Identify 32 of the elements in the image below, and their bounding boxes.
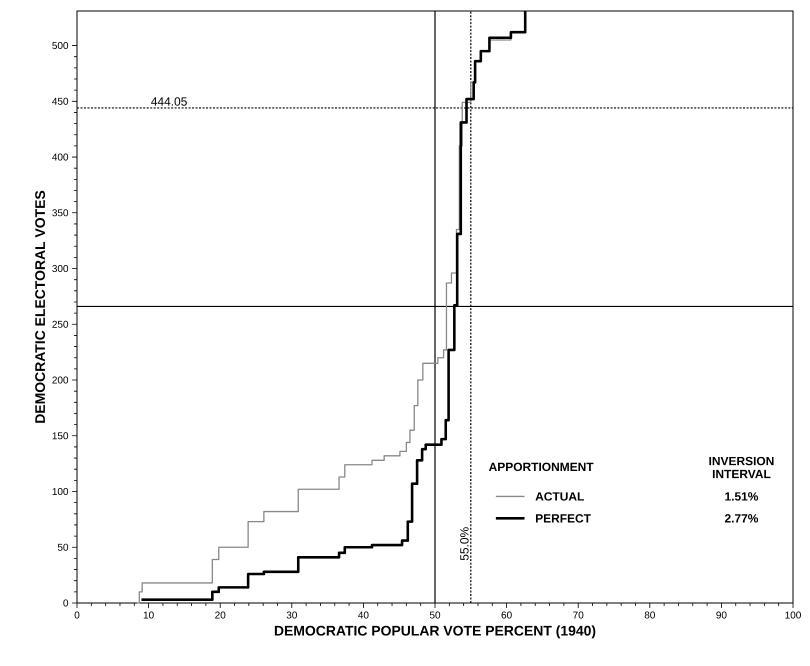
- y-tick-label: 200: [52, 376, 68, 384]
- y-tick-label: 100: [52, 488, 68, 496]
- y-tick-label: 350: [52, 209, 68, 216]
- x-tick-label: 70: [573, 612, 584, 619]
- y-axis-title: DEMOCRATIC ELECTORAL VOTES: [35, 190, 46, 423]
- y-tick-label: 0: [63, 599, 68, 607]
- legend-title: APPORTIONMENT: [488, 462, 594, 472]
- x-tick-label: 10: [144, 612, 154, 619]
- y-tick-label: 50: [58, 544, 68, 551]
- x-tick-label: 40: [358, 612, 369, 619]
- x-tick-label: 30: [286, 612, 297, 619]
- legend-label: PERFECT: [536, 514, 591, 523]
- ref-line-label: 55.0%: [460, 527, 469, 560]
- x-tick-label: 90: [716, 612, 727, 619]
- x-tick-label: 80: [644, 612, 655, 619]
- x-tick-label: 100: [785, 612, 801, 619]
- x-tick-label: 0: [74, 612, 80, 619]
- x-tick-label: 60: [502, 612, 512, 619]
- legend-label: ACTUAL: [535, 492, 584, 501]
- y-tick-label: 150: [52, 432, 68, 440]
- y-tick-label: 250: [52, 320, 68, 328]
- x-tick-label: 50: [430, 612, 440, 619]
- y-tick-label: 500: [52, 42, 68, 50]
- x-axis-title: DEMOCRATIC POPULAR VOTE PERCENT (1940): [274, 625, 596, 638]
- y-tick-label: 450: [52, 98, 68, 105]
- y-tick-label: 300: [52, 265, 68, 272]
- x-tick-label: 20: [215, 612, 226, 619]
- annotation: INVERSION INTERVAL: [709, 456, 774, 478]
- ref-line-label: 444.05: [151, 97, 187, 106]
- annotation: 1.51%: [725, 492, 758, 501]
- annotation: 2.77%: [724, 514, 758, 523]
- y-tick-label: 400: [52, 154, 68, 161]
